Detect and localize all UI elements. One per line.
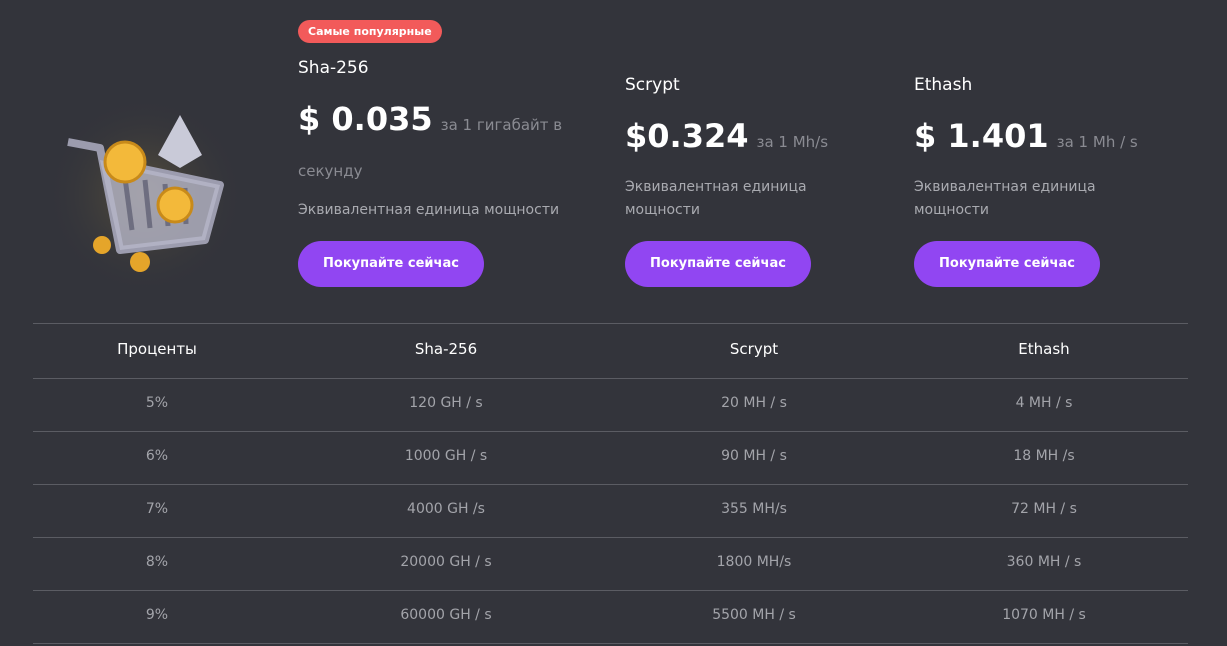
price-block: $0.324 за 1 Mh/s xyxy=(625,114,905,165)
price-unit: за 1 Mh/s xyxy=(756,133,829,151)
table-cell: 8% xyxy=(145,554,169,570)
table-cell: 20 MH / s xyxy=(721,395,787,411)
price: $ 0.035 xyxy=(298,100,433,138)
plan-description: Эквивалентная единица мощности xyxy=(914,179,1096,218)
table-cell: 60000 GH / s xyxy=(400,607,492,623)
table-header: Ethash xyxy=(1018,340,1070,358)
table-header: Sha-256 xyxy=(414,340,478,358)
cart-illustration xyxy=(45,100,245,295)
table-header: Scrypt xyxy=(729,340,779,358)
table-rule xyxy=(33,378,1188,379)
table-cell: 355 MH/s xyxy=(721,501,787,517)
table-cell: 72 MH / s xyxy=(1011,501,1077,517)
table-cell: 1070 MH / s xyxy=(1002,607,1086,623)
table-cell: 1000 GH / s xyxy=(404,448,488,464)
table-rule xyxy=(33,323,1188,324)
plan-name: Scrypt xyxy=(625,75,680,95)
table-cell: 4 MH / s xyxy=(1015,395,1073,411)
table-cell: 9% xyxy=(145,607,169,623)
table-cell: 120 GH / s xyxy=(409,395,483,411)
badge: Самые популярные xyxy=(298,20,442,43)
table-rule xyxy=(33,484,1188,485)
buy-button[interactable]: Покупайте сейчас xyxy=(298,241,484,287)
table-cell: 5% xyxy=(145,395,169,411)
plan-description: Эквивалентная единица мощности xyxy=(298,202,560,218)
plan-name: Sha-256 xyxy=(298,58,369,78)
table-rule xyxy=(33,431,1188,432)
price-unit: за 1 Mh / s xyxy=(1056,133,1138,151)
price-block: $ 1.401 за 1 Mh / s xyxy=(914,114,1194,165)
table-cell: 360 MH / s xyxy=(1006,554,1082,570)
buy-button[interactable]: Покупайте сейчас xyxy=(625,241,811,287)
buy-button[interactable]: Покупайте сейчас xyxy=(914,241,1100,287)
table-rule xyxy=(33,643,1188,644)
price: $0.324 xyxy=(625,117,749,155)
table-cell: 7% xyxy=(145,501,169,517)
table-cell: 18 MH /s xyxy=(1013,448,1075,464)
table-cell: 4000 GH /s xyxy=(407,501,485,517)
table-rule xyxy=(33,590,1188,591)
table-cell: 20000 GH / s xyxy=(400,554,492,570)
table-cell: 90 MH / s xyxy=(721,448,787,464)
table-header: Проценты xyxy=(117,340,197,358)
plan-name: Ethash xyxy=(914,75,973,95)
table-rule xyxy=(33,537,1188,538)
table-cell: 5500 MH / s xyxy=(712,607,796,623)
price: $ 1.401 xyxy=(914,117,1049,155)
table-cell: 6% xyxy=(145,448,169,464)
price-unit: за 1 гигабайт в секунду xyxy=(298,116,563,180)
table-cell: 1800 MH/s xyxy=(716,554,792,570)
plan-description: Эквивалентная единица мощности xyxy=(625,179,807,218)
price-block: $ 0.035 за 1 гигабайт в секунду xyxy=(298,97,568,194)
